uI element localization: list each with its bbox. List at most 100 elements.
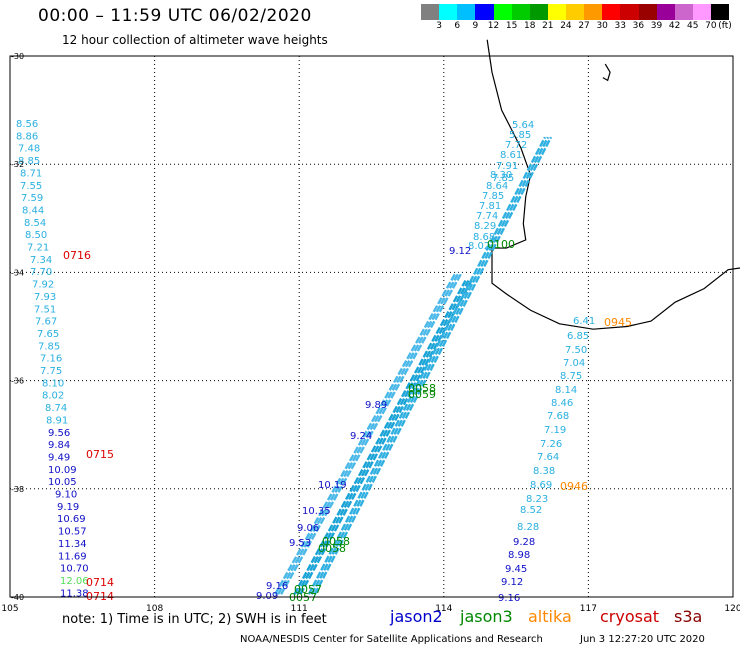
wave-height-label: 7.81	[479, 201, 501, 212]
pass-time-label: 0058	[408, 382, 436, 395]
wave-height-label: 8.71	[20, 168, 42, 179]
wave-height-label: 8.56	[16, 119, 38, 130]
wave-height-label: 7.21	[27, 243, 49, 254]
pass-time-label: 0716	[63, 249, 91, 262]
wave-height-label: 8.75	[560, 371, 582, 382]
wave-height-label: 7.85	[492, 173, 514, 184]
wave-height-label: 9.28	[513, 537, 535, 548]
wave-height-label: 8.28	[517, 522, 539, 533]
color-swatch	[493, 4, 512, 20]
wave-height-label: 10.70	[60, 564, 89, 575]
wave-height-label: 7.51	[34, 304, 56, 315]
wave-height-label: 8.68	[473, 232, 495, 243]
pass-time-label: 0945	[604, 316, 632, 329]
map-frame	[9, 55, 734, 598]
track-line	[274, 271, 457, 595]
color-scale-unit: (ft)	[718, 21, 732, 31]
color-scale-tick: 42	[668, 21, 681, 31]
wave-height-label: 8.91	[46, 415, 68, 426]
pass-time-label: 0946	[560, 480, 588, 493]
color-swatch	[421, 4, 440, 20]
wave-height-label: 7.85	[38, 341, 60, 352]
wave-height-label: 9.45	[505, 564, 527, 575]
wave-height-label: 7.19	[544, 425, 566, 436]
wave-height-label: 7.55	[20, 181, 42, 192]
wave-height-label: 7.04	[563, 358, 585, 369]
color-swatch	[602, 4, 621, 20]
color-scale-tick: 9	[472, 21, 479, 31]
wave-height-label: 9.53	[289, 538, 311, 549]
color-scale-labels: 3 6 9 12 15 18 21 24 27 30 33 36 39 42 45 70 (ft)	[421, 21, 732, 33]
color-scale-tick: 70	[705, 21, 717, 31]
wave-height-label: 8.69	[530, 480, 552, 491]
track-line	[307, 136, 547, 595]
color-scale-tick: 6	[454, 21, 461, 31]
color-scale-tick: 33	[614, 21, 627, 31]
color-scale-tick: 36	[632, 21, 645, 31]
pass-time-label: 0100	[487, 238, 515, 251]
color-swatch	[584, 4, 603, 20]
color-swatch	[620, 4, 639, 20]
wave-height-labels: 8.568.86 7.488.858.71 7.557.598.44 8.548.50…	[16, 119, 632, 604]
wave-height-label: 8.02	[42, 391, 64, 402]
wave-height-label: 7.93	[34, 292, 56, 303]
wave-height-label: 7.26	[540, 439, 562, 450]
color-scale-tick: 39	[650, 21, 663, 31]
wave-height-label: 8.30	[490, 170, 512, 181]
lon-tick-label: 111	[291, 604, 308, 614]
map-grid	[10, 56, 733, 597]
color-scale-tick: 15	[505, 21, 518, 31]
wave-height-label: 7.74	[476, 211, 498, 222]
wave-height-label: 8.86	[16, 131, 38, 142]
wave-height-label: 9.12	[501, 577, 523, 588]
color-scale-tick: 24	[560, 21, 572, 31]
wave-height-label: 8.10	[42, 378, 64, 389]
wave-height-label: 6.85	[567, 331, 589, 342]
color-swatch	[439, 4, 458, 20]
wave-height-label: 9.89	[365, 400, 387, 411]
color-swatch	[529, 4, 548, 20]
wave-height-label: 5.64	[512, 120, 534, 131]
wave-height-label: 7.85	[482, 191, 504, 202]
satellite-legend-item: jason2	[390, 607, 443, 626]
track-line	[313, 136, 553, 595]
lon-tick-label: 120	[724, 604, 740, 614]
coastline	[486, 39, 740, 330]
wave-height-label: 9.24	[350, 431, 372, 442]
wave-height-label: 7.59	[21, 193, 43, 204]
credit-line: NOAA/NESDIS Center for Satellite Applica…	[240, 634, 543, 645]
lat-tick-label: -38	[11, 485, 24, 494]
lat-tick-label: -32	[11, 160, 24, 169]
track-line	[296, 279, 470, 595]
color-scale-tick: 30	[596, 21, 608, 31]
wave-height-label: 5.85	[509, 130, 531, 141]
pass-time-label: 0715	[86, 448, 114, 461]
footnote: note: 1) Time is in UTC; 2) SWH is in fe…	[62, 612, 327, 627]
wave-height-label: 10.05	[48, 477, 77, 488]
wave-height-label: 10.19	[318, 480, 347, 491]
color-swatch	[638, 4, 657, 20]
lake-outline	[602, 63, 611, 82]
wave-height-label: 8.02	[468, 241, 490, 252]
lon-tick-label: 114	[435, 604, 452, 614]
wave-height-label: 8.98	[508, 550, 530, 561]
wave-height-label: 9.84	[48, 440, 70, 451]
wave-height-label: 7.64	[537, 452, 559, 463]
lat-tick-label: -30	[11, 52, 24, 61]
color-swatch	[457, 4, 476, 20]
lon-tick-label: 105	[1, 604, 18, 614]
chart-subtitle: 12 hour collection of altimeter wave hei…	[62, 33, 328, 47]
lat-tick-label: -40	[11, 593, 24, 602]
wave-height-label: 6.41	[573, 316, 595, 327]
wave-height-label: 7.91	[496, 161, 518, 172]
wave-height-label: 7.92	[32, 280, 54, 291]
wave-height-label: 9.16	[266, 581, 288, 592]
color-scale-bar	[421, 4, 730, 20]
color-swatch	[511, 4, 530, 20]
pass-time-label: 0058	[318, 542, 346, 555]
wave-height-label: 8.50	[25, 230, 47, 241]
wave-height-label: 7.34	[30, 255, 52, 266]
lon-tick-label: 108	[146, 604, 163, 614]
color-scale-tick: 12	[487, 21, 500, 31]
